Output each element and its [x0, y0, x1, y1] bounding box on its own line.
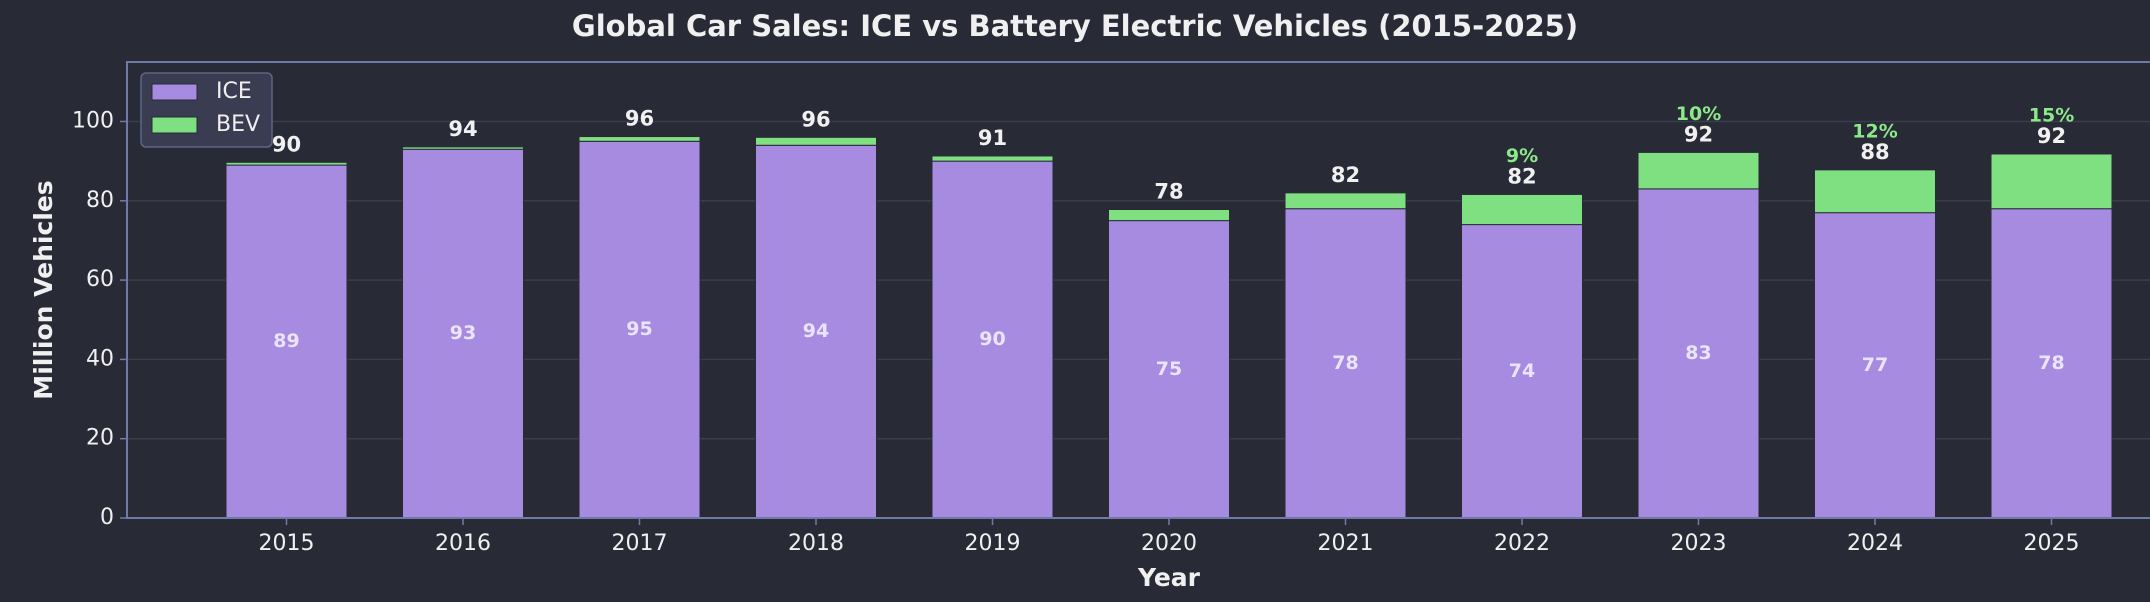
- bar-segment: [1461, 224, 1583, 519]
- bar-segment: [931, 155, 1054, 162]
- x-tick-label: 2017: [612, 531, 668, 556]
- segment-label: 90: [979, 328, 1005, 350]
- x-tick-label: 2020: [1141, 531, 1197, 556]
- y-tick-label: 60: [86, 267, 114, 292]
- x-tick-label: 2024: [1847, 531, 1903, 556]
- bar-segment: [1284, 208, 1407, 519]
- segment-label: 89: [273, 330, 299, 352]
- total-label: 94: [448, 117, 477, 141]
- legend-swatch: [151, 83, 198, 101]
- y-tick-label: 100: [72, 108, 114, 133]
- legend-swatch: [151, 116, 198, 134]
- total-label: 82: [1507, 164, 1536, 188]
- total-label: 92: [1684, 122, 1713, 146]
- segment-label: 93: [450, 322, 476, 344]
- bar-segment: [1637, 188, 1760, 519]
- total-label: 91: [978, 126, 1007, 150]
- total-label: 88: [1860, 140, 1889, 164]
- bar-segment: [402, 146, 524, 150]
- x-tick-label: 2021: [1318, 531, 1374, 556]
- total-label: 96: [801, 107, 830, 131]
- bar-segment: [1108, 220, 1230, 519]
- segment-label: 75: [1156, 358, 1182, 380]
- total-label: 92: [2037, 124, 2066, 148]
- bar-segment: [1637, 151, 1760, 190]
- segment-label: 77: [1862, 354, 1888, 376]
- total-label: 78: [1154, 180, 1183, 204]
- x-axis-label: Year: [1137, 563, 1201, 592]
- segment-label: 78: [2038, 352, 2064, 374]
- segment-label: 78: [1332, 352, 1358, 374]
- legend: ICE BEV: [140, 72, 273, 148]
- y-axis-label: Million Vehicles: [29, 180, 58, 399]
- x-tick-label: 2025: [2024, 531, 2080, 556]
- share-label: 12%: [1852, 120, 1897, 142]
- bar-segment: [1461, 193, 1583, 226]
- bar-segment: [931, 160, 1054, 519]
- y-tick-label: 0: [100, 505, 114, 530]
- bar-segment: [1990, 153, 2113, 210]
- segment-label: 95: [626, 318, 652, 340]
- bar-segment: [1108, 209, 1230, 222]
- total-label: 96: [625, 107, 654, 131]
- bar-segment: [578, 136, 701, 142]
- x-tick-label: 2016: [435, 531, 491, 556]
- share-label: 15%: [2029, 104, 2074, 126]
- y-tick-label: 20: [86, 426, 114, 451]
- x-tick-label: 2022: [1494, 531, 1550, 556]
- share-label: 9%: [1506, 145, 1538, 167]
- segment-label: 94: [803, 320, 829, 342]
- axis-frame: [126, 61, 2150, 519]
- bar-segment: [225, 161, 348, 166]
- legend-label: ICE: [216, 79, 252, 104]
- x-tick-label: 2023: [1671, 531, 1727, 556]
- x-tick-label: 2019: [965, 531, 1021, 556]
- bar-segment: [1814, 212, 1936, 519]
- segment-label: 74: [1509, 360, 1535, 382]
- bar-segment: [755, 144, 877, 519]
- bar-segment: [1990, 208, 2113, 519]
- bar-segment: [578, 140, 701, 519]
- share-label: 10%: [1676, 103, 1721, 125]
- bar-segment: [225, 164, 348, 519]
- y-tick-label: 40: [86, 346, 114, 371]
- legend-label: BEV: [216, 112, 260, 137]
- x-tick-label: 2015: [259, 531, 315, 556]
- total-label: 90: [272, 132, 301, 156]
- segment-label: 83: [1685, 342, 1711, 364]
- chart-title: Global Car Sales: ICE vs Battery Electri…: [572, 9, 1578, 43]
- bar-segment: [1284, 192, 1407, 210]
- total-label: 82: [1331, 163, 1360, 187]
- y-tick-label: 80: [86, 188, 114, 213]
- bar-segment: [755, 136, 877, 146]
- x-tick-label: 2018: [788, 531, 844, 556]
- bar-segment: [1814, 169, 1936, 214]
